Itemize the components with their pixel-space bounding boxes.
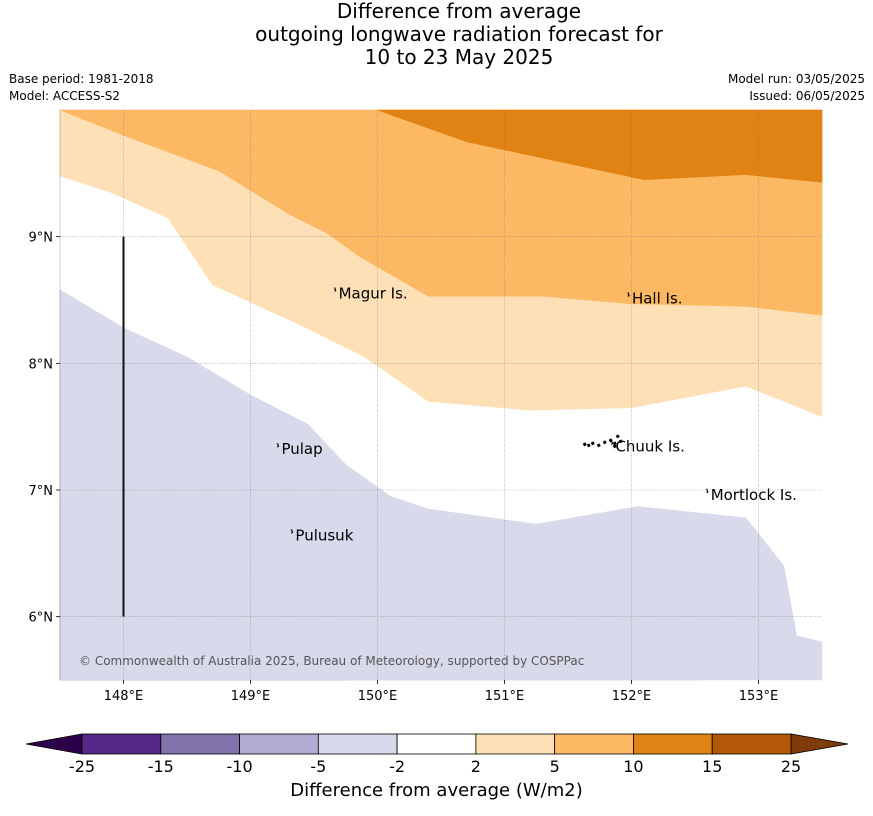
island-fragment bbox=[602, 440, 607, 445]
island-fragment bbox=[590, 441, 595, 446]
lon-tick-label: 153°E bbox=[739, 689, 779, 704]
colorbar-bin bbox=[239, 733, 319, 755]
colorbar-title: Difference from average (W/m2) bbox=[290, 780, 583, 801]
map-annotations: Magur Is. Hall Is. Pulap Chuuk Is. Mortlock … bbox=[79, 236, 797, 668]
place-label: Pulusuk bbox=[295, 526, 353, 544]
lat-tick-label: 6°N bbox=[29, 611, 54, 626]
colorbar-bin bbox=[554, 733, 634, 755]
colorbar-tick-label: 15 bbox=[702, 757, 722, 776]
island-marker bbox=[610, 440, 614, 446]
island-fragment bbox=[582, 442, 587, 447]
island-fragment bbox=[586, 443, 591, 448]
anomaly-region-6 bbox=[377, 109, 823, 183]
colorbar: -25 -15 -10 -5 -2 2 5 10 15 25 bbox=[25, 733, 849, 776]
place-label: Pulap bbox=[281, 440, 322, 458]
place-label: Chuuk Is. bbox=[615, 438, 684, 456]
colorbar-bin bbox=[711, 733, 792, 755]
colorbar-bin bbox=[81, 733, 162, 755]
island-marker bbox=[706, 488, 709, 494]
colorbar-bin bbox=[160, 733, 240, 755]
meta-left: Base period: 1981-2018 Model: ACCESS-S2 bbox=[9, 71, 154, 105]
place-label: Mortlock Is. bbox=[711, 486, 797, 504]
lat-tick-label: 8°N bbox=[29, 357, 54, 372]
graticule bbox=[60, 110, 822, 680]
colorbar-tick-label: 5 bbox=[550, 757, 560, 776]
island-fragment bbox=[612, 441, 617, 446]
issued-date: Issued: 06/05/2025 bbox=[749, 89, 865, 103]
chart-title: Difference from average outgoing longwav… bbox=[0, 0, 873, 69]
model-name: Model: ACCESS-S2 bbox=[9, 89, 121, 103]
island-marker bbox=[276, 443, 280, 448]
copyright-notice: © Commonwealth of Australia 2025, Bureau… bbox=[79, 654, 584, 668]
lat-tick-label: 7°N bbox=[29, 484, 54, 499]
colorbar-extend-low bbox=[25, 733, 83, 755]
colorbar-tick-label: 25 bbox=[781, 757, 801, 776]
title-line-2: outgoing longwave radiation forecast for bbox=[255, 22, 663, 46]
colorbar-bin bbox=[475, 733, 556, 755]
lon-tick-label: 152°E bbox=[612, 689, 652, 704]
colorbar-extend-high bbox=[790, 733, 849, 755]
island-fragment bbox=[608, 438, 613, 443]
map-axes: 148°E 149°E 150°E 151°E 152°E 153°E 6°N 7°N 8°N 9… bbox=[29, 110, 779, 704]
colorbar-tick-label: -2 bbox=[389, 757, 405, 776]
place-label: Magur Is. bbox=[339, 284, 408, 302]
lon-tick-label: 149°E bbox=[231, 689, 271, 704]
island-marker bbox=[290, 529, 294, 534]
island-fragment bbox=[612, 444, 617, 449]
meta-right: Model run: 03/05/2025 Issued: 06/05/2025 bbox=[728, 71, 865, 105]
island-marker bbox=[334, 287, 337, 292]
base-period: Base period: 1981-2018 bbox=[9, 72, 154, 86]
lon-tick-label: 151°E bbox=[485, 689, 525, 704]
island-fragment bbox=[596, 443, 601, 448]
anomaly-region-3 bbox=[59, 289, 823, 681]
place-label: Hall Is. bbox=[632, 289, 683, 307]
lon-tick-label: 150°E bbox=[358, 689, 398, 704]
colorbar-bin bbox=[633, 733, 713, 755]
lon-tick-label: 148°E bbox=[104, 689, 144, 704]
island-marker bbox=[627, 292, 630, 297]
colorbar-tick-label: 10 bbox=[623, 757, 643, 776]
colorbar-bin bbox=[317, 733, 398, 755]
colorbar-tick-label: -25 bbox=[69, 757, 95, 776]
colorbar-tick-label: -10 bbox=[226, 757, 252, 776]
title-line-3: 10 to 23 May 2025 bbox=[364, 45, 554, 69]
colorbar-tick-label: -5 bbox=[310, 757, 326, 776]
title-line-1: Difference from average bbox=[336, 0, 582, 23]
lat-tick-label: 9°N bbox=[29, 231, 54, 246]
anomaly-regions bbox=[59, 109, 823, 681]
colorbar-tick-label: 2 bbox=[471, 757, 481, 776]
colorbar-bin bbox=[396, 733, 477, 755]
island-fragment bbox=[618, 439, 623, 444]
island-fragment bbox=[615, 434, 620, 439]
colorbar-tick-label: -15 bbox=[148, 757, 174, 776]
model-run: Model run: 03/05/2025 bbox=[727, 72, 865, 86]
